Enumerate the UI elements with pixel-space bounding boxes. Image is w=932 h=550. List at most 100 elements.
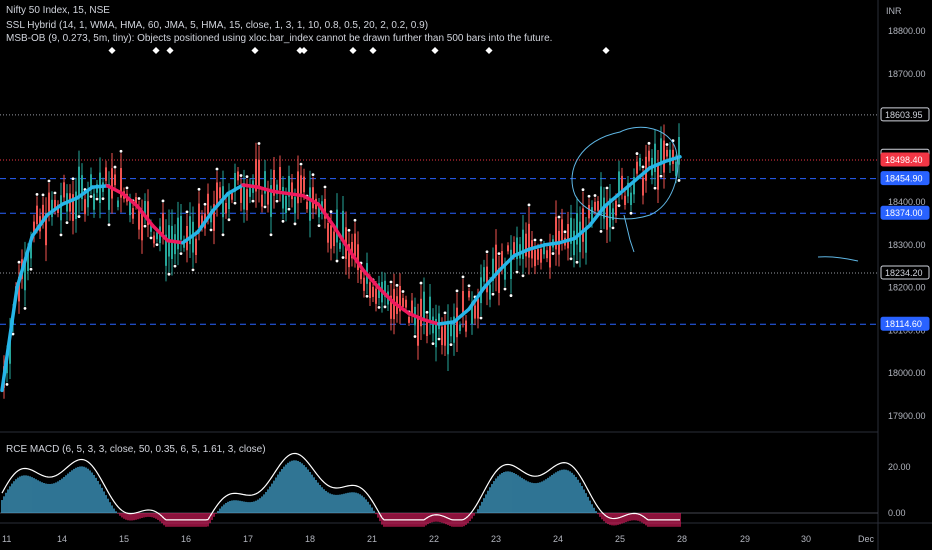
msb-dot bbox=[149, 236, 153, 240]
oscillator-pane bbox=[0, 452, 878, 527]
candle-body bbox=[324, 198, 326, 219]
msb-diamond bbox=[152, 46, 160, 55]
candle-body bbox=[468, 290, 470, 298]
candle-body bbox=[429, 296, 431, 323]
ssl-segment bbox=[105, 184, 125, 196]
msb-dot bbox=[173, 264, 177, 268]
msb-dot bbox=[395, 283, 399, 287]
candle-body bbox=[249, 184, 251, 197]
candle-body bbox=[423, 291, 425, 321]
msb-dot bbox=[143, 224, 147, 228]
candle-body bbox=[567, 224, 569, 249]
msb-dot bbox=[29, 267, 33, 271]
msb-dot bbox=[479, 316, 483, 320]
msb-dot bbox=[113, 165, 117, 169]
currency-label: INR bbox=[886, 6, 902, 16]
ssl-segment bbox=[391, 300, 411, 316]
ssl-segment bbox=[512, 247, 532, 258]
osc-tick-label: 20.00 bbox=[888, 462, 911, 472]
candle-body bbox=[42, 204, 44, 221]
candle-body bbox=[228, 191, 230, 210]
ssl-segment bbox=[165, 238, 185, 245]
msb-dot bbox=[35, 193, 39, 196]
msb-diamond bbox=[108, 46, 116, 55]
candle-body bbox=[165, 234, 167, 266]
ssl-segment bbox=[482, 268, 501, 290]
candle-body bbox=[219, 187, 221, 199]
candle-body bbox=[144, 200, 146, 217]
price-tag: 18234.20 bbox=[880, 265, 930, 280]
candle-body bbox=[147, 201, 149, 226]
time-tick-label: 16 bbox=[181, 534, 191, 544]
candle-body bbox=[30, 240, 32, 259]
candle-body bbox=[27, 252, 29, 271]
msb-dot bbox=[299, 162, 303, 166]
ssl-baseline bbox=[0, 155, 682, 393]
drawing-line[interactable] bbox=[817, 256, 859, 262]
drawing-stroke[interactable] bbox=[623, 214, 635, 253]
candle-body bbox=[405, 299, 407, 308]
price-axis[interactable]: 18800.0018700.0018600.0018500.0018400.00… bbox=[888, 26, 926, 421]
candle-body bbox=[660, 138, 662, 163]
candle-body bbox=[138, 210, 140, 230]
msb-dot bbox=[635, 152, 639, 155]
price-tick-label: 17900.00 bbox=[888, 411, 926, 421]
msb-dot bbox=[599, 229, 603, 233]
msb-dot bbox=[617, 204, 621, 208]
msb-dot bbox=[257, 142, 261, 145]
msb-dot bbox=[245, 175, 249, 179]
candle-body bbox=[435, 318, 437, 348]
candle-body bbox=[210, 211, 212, 223]
candle-body bbox=[546, 250, 548, 259]
msb-dot bbox=[209, 228, 213, 232]
price-tick-label: 18000.00 bbox=[888, 368, 926, 378]
candle-body bbox=[594, 201, 596, 211]
ssl-segment bbox=[346, 247, 366, 273]
msb-dot bbox=[485, 250, 489, 254]
drawing-ellipse[interactable] bbox=[571, 126, 679, 220]
legend-main[interactable]: Nifty 50 Index, 15, NSE bbox=[6, 5, 110, 16]
candle-body bbox=[291, 182, 293, 200]
candle-body bbox=[180, 215, 182, 240]
ssl-segment bbox=[527, 243, 547, 251]
candle-body bbox=[570, 217, 572, 244]
candle-body bbox=[114, 174, 116, 186]
candle-body bbox=[294, 196, 296, 214]
candle-body bbox=[330, 225, 332, 249]
msb-dot bbox=[179, 252, 183, 256]
ssl-segment bbox=[497, 253, 517, 273]
candle-body bbox=[675, 161, 677, 176]
price-tag-label: 18374.00 bbox=[885, 208, 923, 218]
candle-body bbox=[45, 213, 47, 246]
candle-body bbox=[237, 171, 239, 181]
candle-body bbox=[612, 208, 614, 221]
ssl-segment bbox=[557, 236, 577, 245]
candle-body bbox=[474, 305, 476, 319]
legend-msb-ob[interactable]: MSB-OB (9, 0.273, 5m, tiny): Objects pos… bbox=[6, 33, 553, 44]
legend-rce-macd[interactable]: RCE MACD (6, 5, 3, 3, close, 50, 0.35, 6… bbox=[6, 444, 266, 455]
legend-ssl-hybrid[interactable]: SSL Hybrid (14, 1, WMA, HMA, 60, JMA, 5,… bbox=[6, 20, 429, 31]
candle-body bbox=[648, 150, 650, 162]
msb-dot bbox=[347, 228, 351, 232]
msb-dot bbox=[377, 305, 381, 309]
time-tick-label: 28 bbox=[677, 534, 687, 544]
msb-dot bbox=[125, 186, 129, 190]
candle-body bbox=[633, 177, 635, 195]
candle-body bbox=[627, 182, 629, 197]
ssl-segment bbox=[135, 204, 155, 228]
time-axis[interactable]: 11 14 15 16 17 18 21 22 23 24 25 28 29 30 Dec bbox=[2, 534, 874, 544]
candle-body bbox=[297, 171, 299, 204]
ssl-segment bbox=[90, 184, 110, 189]
msb-diamond bbox=[485, 46, 493, 55]
candle-body bbox=[465, 320, 467, 332]
price-tag: 18498.40 bbox=[880, 152, 930, 167]
msb-dot bbox=[191, 268, 195, 272]
candle-body bbox=[501, 251, 503, 267]
msb-dot bbox=[227, 218, 231, 222]
osc-signal-line bbox=[1, 452, 680, 521]
candle-body bbox=[420, 298, 422, 327]
msb-dot bbox=[449, 343, 453, 346]
msb-dot bbox=[497, 252, 501, 256]
msb-dot bbox=[563, 230, 567, 234]
